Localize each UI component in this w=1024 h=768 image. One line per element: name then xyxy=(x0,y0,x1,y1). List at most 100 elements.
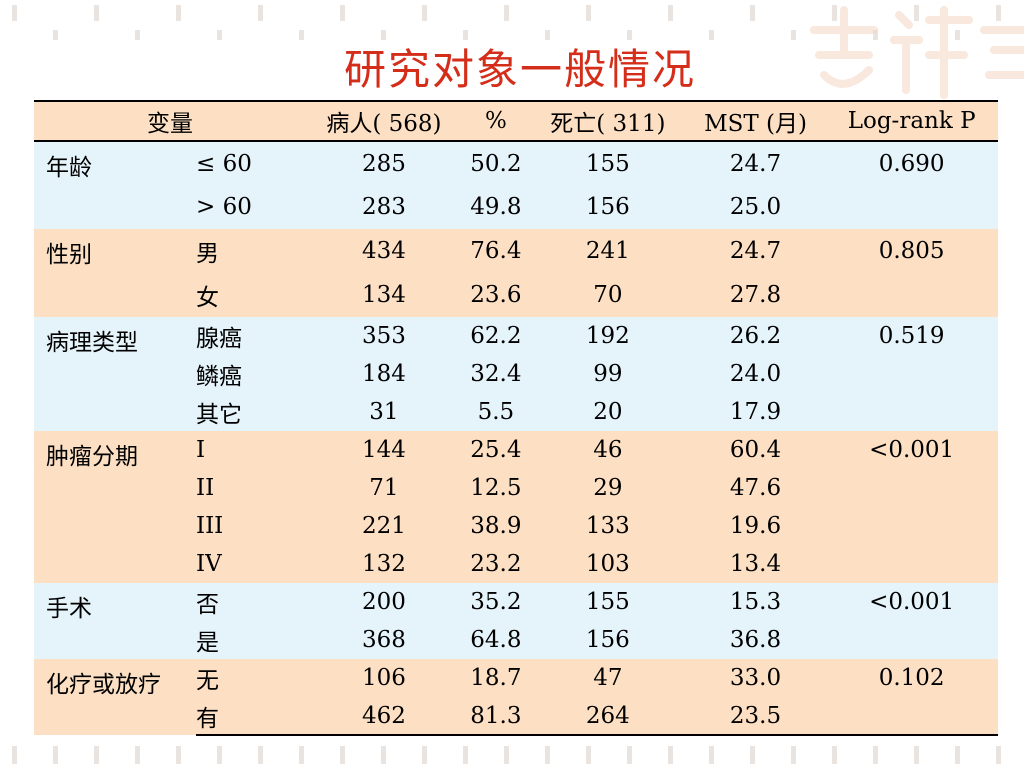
stripe-mark xyxy=(873,30,878,40)
table-row: 肿瘤分期 I 144 25.4 46 60.4 <0.001 xyxy=(34,431,998,583)
stripe-mark xyxy=(217,30,222,40)
mst-value: 26.2 xyxy=(685,317,826,355)
stripe-mark xyxy=(53,30,58,40)
mst-value: 47.6 xyxy=(685,469,826,507)
mst-value: 25.0 xyxy=(685,185,826,229)
variable-name: 性别 xyxy=(34,229,196,317)
p-value: 0.519 xyxy=(825,317,998,355)
patients-count: 462 xyxy=(306,697,462,736)
p-value: 0.690 xyxy=(825,141,998,185)
p-value xyxy=(825,507,998,545)
mst-value: 15.3 xyxy=(685,583,826,621)
stripe-mark xyxy=(463,30,468,40)
table-row: IV 132 23.2 103 13.4 xyxy=(34,545,998,583)
header-p-value: Log-rank P xyxy=(825,100,998,142)
header-mst: MST (月) xyxy=(685,100,826,142)
variable-name: 手术 xyxy=(34,583,196,659)
stripe-mark xyxy=(94,5,99,21)
stripe-mark xyxy=(832,5,837,21)
stripe-mark xyxy=(422,746,427,764)
mst-value: 17.9 xyxy=(685,393,826,431)
table-body: 年龄 ≤ 60 285 50.2 155 24.7 0.690 > 60 283 49.8 156 2… xyxy=(34,141,998,736)
mst-value: 36.8 xyxy=(685,621,826,659)
stripe-mark xyxy=(668,5,673,21)
mst-value: 24.7 xyxy=(685,141,826,185)
stripe-mark xyxy=(504,746,509,764)
stripe-mark xyxy=(94,746,99,764)
stripe-mark xyxy=(12,5,17,21)
header-variable: 变量 xyxy=(34,100,306,142)
patients-count: 31 xyxy=(306,393,462,431)
table-row: > 60 283 49.8 156 25.0 xyxy=(34,185,998,229)
variable-name: 化疗或放疗 xyxy=(34,659,196,735)
table-row: II 71 12.5 29 47.6 xyxy=(34,469,998,507)
p-value xyxy=(825,545,998,583)
stripe-mark xyxy=(750,5,755,21)
p-value: <0.001 xyxy=(825,431,998,469)
patients-count: 184 xyxy=(306,355,462,393)
stripe-mark xyxy=(340,5,345,21)
percent-value: 38.9 xyxy=(461,507,530,545)
p-value: 0.102 xyxy=(825,659,998,697)
patients-count: 283 xyxy=(306,185,462,229)
subgroup-label: II xyxy=(196,469,306,507)
stripe-mark xyxy=(955,746,960,764)
table-row: 手术否 200 35.2 155 15.3 <0.001 xyxy=(34,583,998,659)
patients-count: 132 xyxy=(306,545,462,583)
mst-value: 13.4 xyxy=(685,545,826,583)
p-value xyxy=(825,273,998,317)
percent-value: 64.8 xyxy=(461,621,530,659)
watermark-logo xyxy=(810,6,1024,99)
stripe-mark xyxy=(299,30,304,40)
stripe-mark xyxy=(996,5,1001,21)
subgroup-label: 腺癌 xyxy=(196,317,306,355)
subgroup-label: III xyxy=(196,507,306,545)
table-row: 是 368 64.8 156 36.8 xyxy=(34,621,998,659)
stripe-mark xyxy=(832,746,837,764)
table-row: 女 134 23.6 70 27.8 xyxy=(34,273,998,317)
stripe-mark xyxy=(955,30,960,40)
variable-name: 肿瘤分期 xyxy=(34,431,196,583)
percent-value: 50.2 xyxy=(461,141,530,185)
deaths-count: 156 xyxy=(529,185,686,229)
subgroup-label: IV xyxy=(196,545,306,583)
top-decorative-stripes xyxy=(0,0,1024,40)
mst-value: 24.7 xyxy=(685,229,826,273)
stripe-mark xyxy=(381,30,386,40)
slide-title: 研究对象一般情况 xyxy=(343,45,696,94)
subgroup-label: ≤ 60 xyxy=(196,141,306,185)
stripe-mark xyxy=(299,746,304,764)
stripe-mark xyxy=(135,746,140,764)
stripe-mark xyxy=(545,746,550,764)
stripe-mark xyxy=(217,746,222,764)
stripe-mark xyxy=(914,5,919,21)
deaths-count: 155 xyxy=(529,141,686,185)
deaths-count: 46 xyxy=(529,431,686,469)
patients-count: 221 xyxy=(306,507,462,545)
table-header-row: 变量 病人( 568) % 死亡( 311) MST (月) Log-rank … xyxy=(34,100,998,142)
stripe-mark xyxy=(176,746,181,764)
stripe-mark xyxy=(750,746,755,764)
table-row: 鳞癌 184 32.4 99 24.0 xyxy=(34,355,998,393)
patients-count: 285 xyxy=(306,141,462,185)
patients-count: 353 xyxy=(306,317,462,355)
variable-name: 年龄 xyxy=(34,141,196,229)
stripe-mark xyxy=(627,30,632,40)
table-row: 性别男 434 76.4 241 24.7 0.805 xyxy=(34,229,998,317)
deaths-count: 192 xyxy=(529,317,686,355)
percent-value: 32.4 xyxy=(461,355,530,393)
percent-value: 49.8 xyxy=(461,185,530,229)
deaths-count: 70 xyxy=(529,273,686,317)
patients-count: 200 xyxy=(306,583,462,621)
stripe-mark xyxy=(545,30,550,40)
deaths-count: 20 xyxy=(529,393,686,431)
stripe-mark xyxy=(381,746,386,764)
table-row: 病理类型 腺癌 353 62.2 192 26.2 0.519 xyxy=(34,317,998,431)
table-row: 化疗或放疗无 106 18.7 47 33.0 0.102 xyxy=(34,659,998,735)
percent-value: 35.2 xyxy=(461,583,530,621)
stripe-mark xyxy=(586,5,591,21)
mst-value: 24.0 xyxy=(685,355,826,393)
patients-count: 434 xyxy=(306,229,462,273)
p-value xyxy=(825,393,998,431)
subgroup-label: I xyxy=(196,431,306,469)
